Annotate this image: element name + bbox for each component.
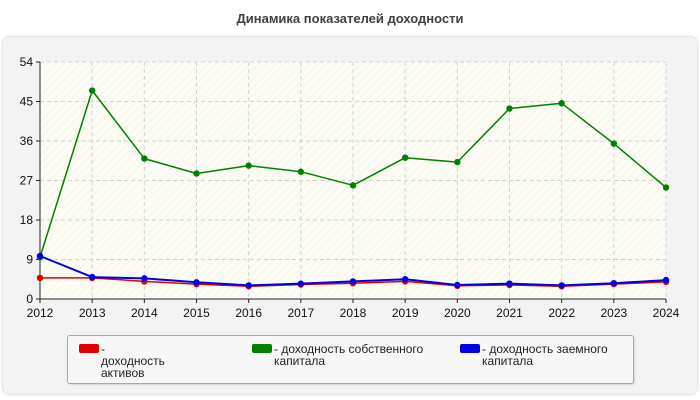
data-point-s3-2021 [506, 280, 513, 287]
data-point-s2-2018 [349, 182, 357, 189]
legend-swatch-equity [252, 344, 272, 353]
data-point-s3-2015 [193, 279, 200, 286]
data-point-s3-2013 [88, 273, 96, 281]
data-point-s3-2022 [558, 282, 565, 289]
legend-swatch-assets [79, 344, 99, 353]
x-tick-label: 2016 [235, 306, 262, 320]
x-tick-label: 2019 [392, 306, 419, 320]
x-tick-label: 2022 [548, 306, 575, 320]
x-tick-label: 2015 [183, 306, 210, 320]
y-tick-label: 0 [26, 292, 33, 306]
series-lines [36, 87, 670, 290]
data-point-s2-2014 [141, 155, 148, 162]
data-point-s1-2012 [36, 274, 44, 282]
data-point-s3-2012 [36, 252, 44, 260]
x-tick-label: 2023 [600, 306, 627, 320]
data-point-s2-2016 [245, 162, 252, 169]
y-tick-label: 9 [26, 253, 33, 267]
y-tick-label: 18 [20, 213, 34, 227]
y-tick-label: 36 [20, 134, 34, 148]
data-point-s3-2020 [454, 281, 461, 289]
data-point-s3-2017 [297, 280, 305, 287]
chart-title: Динамика показателей доходности [236, 11, 464, 26]
legend-label-assets: - доходность активов [101, 342, 165, 380]
y-tick-labels: 0 9 18 27 36 45 54 [20, 55, 34, 306]
data-point-s2-2015 [193, 170, 200, 177]
legend: - доходность активов - доходность собств… [67, 335, 634, 384]
data-point-s2-2022 [558, 100, 565, 107]
data-point-s2-2021 [506, 105, 513, 112]
x-tick-label: 2017 [287, 306, 314, 320]
x-tick-label: 2013 [79, 306, 106, 320]
x-tick-label: 2014 [131, 306, 158, 320]
legend-swatch-debt [460, 344, 480, 353]
data-point-s3-2024 [662, 276, 670, 284]
legend-label-equity: - доходность собственного капитала [274, 342, 424, 368]
x-tick-label: 2012 [27, 306, 54, 320]
grid-lines [40, 61, 667, 299]
data-point-s3-2014 [141, 275, 148, 282]
x-tick-labels: 2012 2013 2014 2015 2016 2017 2018 2019 2020 2021… [27, 306, 680, 320]
data-point-s2-2017 [297, 168, 305, 175]
data-point-s3-2023 [610, 280, 618, 287]
data-point-s3-2019 [401, 276, 409, 283]
data-point-s3-2018 [349, 278, 357, 285]
data-point-s2-2023 [610, 140, 618, 147]
data-point-s2-2019 [401, 154, 409, 161]
x-tick-label: 2024 [653, 306, 680, 320]
data-point-s2-2013 [88, 87, 96, 94]
y-tick-label: 27 [20, 174, 34, 188]
y-tick-label: 45 [20, 95, 34, 109]
x-tick-label: 2020 [444, 306, 471, 320]
x-tick-label: 2021 [496, 306, 523, 320]
legend-label-debt: - доходность заемного капитала [482, 342, 608, 368]
data-point-s3-2016 [245, 282, 252, 289]
y-tick-label: 54 [20, 55, 34, 69]
data-point-s2-2020 [454, 158, 461, 166]
x-tick-label: 2018 [340, 306, 367, 320]
data-point-s2-2024 [662, 184, 670, 191]
